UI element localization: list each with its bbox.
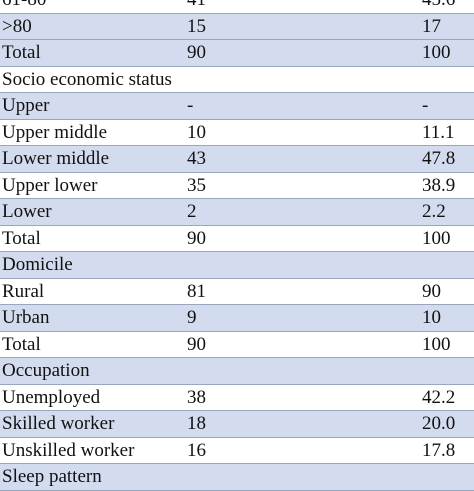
row-count: 2 [187,201,197,222]
row-count: 90 [187,227,206,249]
row-percent: 90 [422,280,441,302]
row-percent: 100 [422,227,451,249]
row-percent: 17 [422,15,441,37]
row-label: Total [2,227,41,249]
row-percent: 10 [422,307,441,328]
section-heading-row: Sleep pattern [0,464,474,491]
row-label: Unemployed [2,386,101,408]
row-percent: 38.9 [422,174,456,196]
table-row: Upper - - [0,93,474,120]
table-row: Skilled worker 18 20.0 [0,411,474,438]
section-heading: Socio economic status [2,68,172,90]
table-row: Urban 9 10 [0,305,474,332]
section-heading: Domicile [2,254,73,275]
row-percent: 17.8 [422,439,456,461]
row-label: Total [2,333,41,355]
row-label: Upper middle [2,121,108,143]
table-row: Lower 2 2.2 [0,199,474,226]
row-percent: 2.2 [422,201,446,222]
row-count: 43 [187,148,206,169]
row-count: 38 [187,386,206,408]
row-count: 15 [187,15,206,37]
table-row: Unskilled worker 16 17.8 [0,437,474,464]
row-percent: 11.1 [422,121,455,143]
row-label: Upper lower [2,174,98,196]
row-count: - [187,95,194,116]
row-percent: 20.0 [422,413,456,434]
row-label: Total [2,42,41,63]
row-label: Rural [2,280,45,302]
table-row: Total 90 100 [0,331,474,358]
row-percent: - [422,95,429,116]
row-count: 18 [187,413,206,434]
row-count: 10 [187,121,206,143]
row-label: Urban [2,307,50,328]
table-row: 61-80 41 45.6 [0,0,474,14]
row-count: 9 [187,307,197,328]
row-count: 90 [187,42,206,63]
row-label: Unskilled worker [2,439,135,461]
section-heading-row: Occupation [0,358,474,385]
row-label: Upper [2,95,50,116]
row-label: Lower middle [2,148,110,169]
table-row: Unemployed 38 42.2 [0,384,474,411]
table-row: Upper middle 10 11.1 [0,119,474,146]
row-label: >80 [2,15,32,37]
section-heading: Sleep pattern [2,466,102,487]
row-label: Skilled worker [2,413,115,434]
row-count: 16 [187,439,206,461]
table-row: Rural 81 90 [0,278,474,305]
row-count: 35 [187,174,206,196]
section-heading: Occupation [2,360,90,381]
row-percent: 100 [422,333,451,355]
row-count: 81 [187,280,206,302]
row-count: 41 [187,0,206,13]
row-label: 61-80 [2,0,46,13]
table-row: >80 15 17 [0,13,474,40]
table-row: Total 90 100 [0,40,474,67]
row-count: 90 [187,333,206,355]
row-percent: 42.2 [422,386,456,408]
section-heading-row: Socio economic status [0,66,474,93]
row-percent: 45.6 [422,0,455,13]
row-percent: 47.8 [422,148,456,169]
table-row: Upper lower 35 38.9 [0,172,474,199]
section-heading-row: Domicile [0,252,474,279]
table-row: Total 90 100 [0,225,474,252]
row-label: Lower [2,201,52,222]
table-row: Lower middle 43 47.8 [0,146,474,173]
row-percent: 100 [422,42,451,63]
